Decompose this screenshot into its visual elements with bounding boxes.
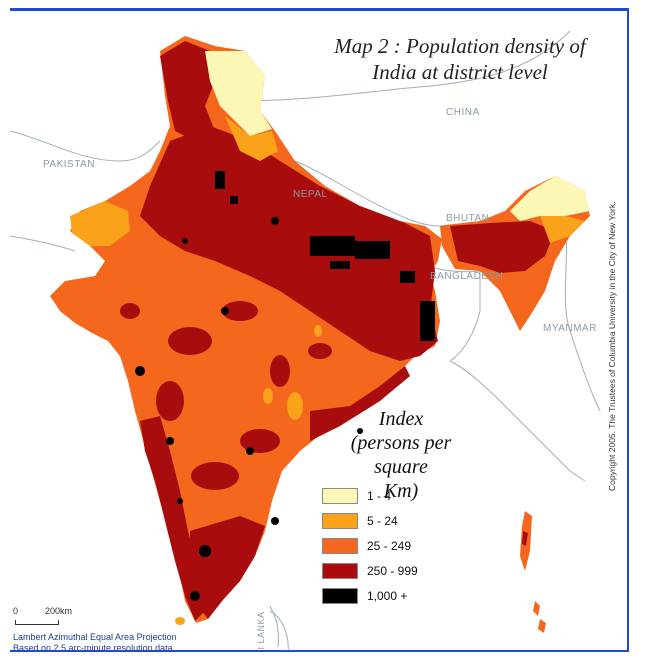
ne-dense <box>450 221 555 273</box>
region-ladakh <box>205 51 272 136</box>
copyright-notice: Copyright 2005. The Trustees of Columbia… <box>607 191 621 491</box>
scale-zero: 0 <box>13 606 19 616</box>
label-pakistan: PAKISTAN <box>43 159 95 170</box>
legend-label: 250 - 999 <box>367 564 418 578</box>
andaman-islands <box>520 511 546 633</box>
map-frame: Map 2 : Population density of India at d… <box>10 8 629 652</box>
legend-label: 1 - 4 <box>367 489 392 503</box>
legend-label: 25 - 249 <box>367 539 412 553</box>
legend-title: Index (persons per square Km) <box>326 407 476 503</box>
region-himachal <box>225 116 278 161</box>
legend-title-line-3: Km) <box>383 480 419 502</box>
legend-swatch <box>322 563 358 579</box>
india-landmass <box>50 36 442 625</box>
label-nepal: NEPAL <box>293 189 328 200</box>
label-china: CHINA <box>446 107 480 118</box>
india-density-map <box>10 30 601 650</box>
region-west-coast <box>140 416 205 621</box>
legend-swatch <box>322 538 358 554</box>
copyright-text: Copyright 2005. The Trustees of Columbia… <box>607 201 617 491</box>
sri-lanka-outline <box>269 610 289 650</box>
india-northeast <box>440 176 590 331</box>
region-very-dense <box>135 171 435 601</box>
region-sparse-patches <box>175 325 322 625</box>
region-thar <box>70 201 130 246</box>
map-title: Map 2 : Population density of India at d… <box>310 33 610 85</box>
label-bangladesh: BANGLADESH <box>430 271 504 282</box>
region-south <box>190 516 265 619</box>
ne-sparse <box>540 216 585 243</box>
label-myanmar: MYANMAR <box>543 323 597 334</box>
legend-label: 1,000 + <box>367 589 408 603</box>
region-central-patches <box>120 301 332 490</box>
ne-arunachal <box>510 176 590 221</box>
projection-line-2: Based on 2.5 arc-minute resolution data <box>13 643 173 652</box>
legend-swatch <box>322 488 358 504</box>
projection-line-1: Lambert Azimuthal Equal Area Projection <box>13 632 177 642</box>
legend-title-line-1: Index <box>378 408 424 430</box>
projection-note: Lambert Azimuthal Equal Area Projection … <box>13 632 177 652</box>
title-line-1: Map 2 : Population density of <box>334 34 586 58</box>
label-sri-lanka-text: SRI LANKA <box>256 611 266 652</box>
legend-title-line-2: (persons per square <box>350 432 452 478</box>
legend-label: 5 - 24 <box>367 514 398 528</box>
title-line-2: India at district level <box>372 60 548 84</box>
region-east-coast <box>310 366 410 441</box>
scale-distance: 200km <box>45 606 73 616</box>
scale-bar-line <box>15 620 59 625</box>
legend-swatch <box>322 588 358 604</box>
label-sri-lanka: SRI LANKA <box>256 611 270 650</box>
legend-swatch <box>322 513 358 529</box>
label-bhutan: BHUTAN <box>446 213 490 224</box>
region-base <box>50 36 442 623</box>
region-kashmir-north <box>160 41 215 141</box>
region-gangetic-plain <box>140 126 438 361</box>
